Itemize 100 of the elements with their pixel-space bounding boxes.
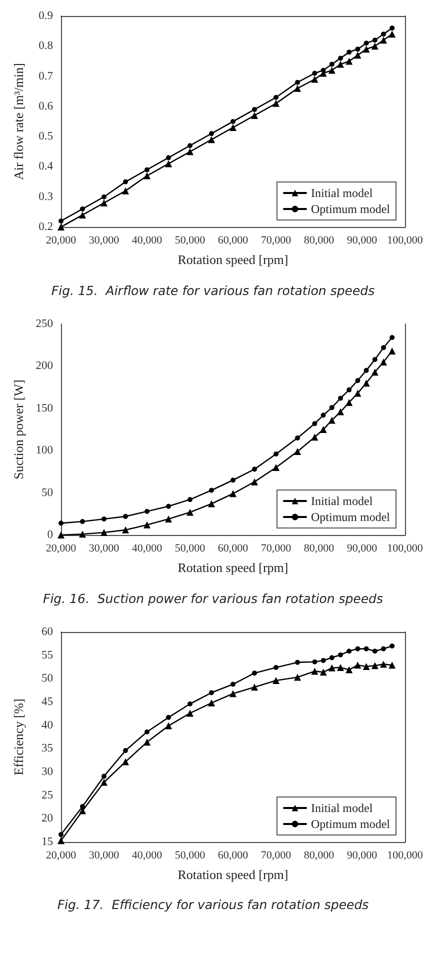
point [209,488,214,493]
point [388,30,396,38]
point [272,464,280,471]
point [380,36,387,44]
x-tick-label: 80,000 [304,850,335,862]
point [230,478,236,483]
y-tick-label: 0.7 [38,70,54,82]
point [186,148,194,156]
point [380,358,387,366]
point [337,408,344,416]
x-tick-label: 50,000 [174,850,206,862]
legend-label: Optimum model [311,202,391,216]
y-tick-label: 0.8 [38,40,54,52]
x-tick-label: 20,000 [46,234,77,246]
point [364,646,369,652]
x-tick-label: 20,000 [46,542,77,554]
point [362,663,370,670]
point [252,106,257,112]
point [123,179,128,184]
point [328,66,336,74]
point [272,100,280,107]
point [58,837,64,844]
y-tick-label: 150 [36,402,54,414]
point [100,778,108,786]
point [372,356,378,362]
y-tick-label: 200 [36,360,54,372]
point [80,206,85,212]
point [230,490,236,498]
point [100,199,108,206]
x-tick-label: 70,000 [260,542,292,554]
y-tick-label: 100 [36,444,54,457]
x-tick-label: 30,000 [88,234,120,246]
point [354,52,362,59]
legend-label: Optimum model [311,510,391,524]
point [320,68,326,73]
point [371,368,378,376]
x-tick-label: 60,000 [218,542,249,554]
x-tick-label: 20,000 [46,850,77,862]
point [328,416,336,424]
point [80,518,85,524]
x-tick-label: 90,000 [346,850,378,862]
point [362,380,370,387]
y-tick-label: 30 [42,766,54,778]
legend-label: Initial model [311,801,374,815]
x-tick-label: 40,000 [132,234,163,246]
x-tick-label: 80,000 [304,234,335,246]
x-tick-label: 80,000 [304,542,335,554]
point [338,396,343,401]
point [230,119,236,124]
point [208,500,215,508]
point [165,722,172,730]
point [186,508,194,516]
point [381,345,386,350]
point [329,655,334,660]
point [328,664,336,672]
point [80,804,85,810]
point [166,155,171,160]
y-tick-label: 35 [42,742,54,755]
point [144,521,150,528]
point [122,526,129,534]
x-axis-title: Rotation speed [rpm] [178,560,288,575]
point [354,662,362,669]
y-tick-label: 250 [36,318,54,330]
point [320,668,327,676]
point [355,646,360,652]
point [338,652,343,658]
point [381,32,386,37]
point [230,682,236,687]
x-axis-title: Rotation speed [rpm] [178,252,288,267]
point [102,194,106,200]
point [355,378,360,384]
point [295,80,300,85]
point [371,662,378,670]
point [388,348,396,355]
point [364,40,369,46]
x-tick-label: 40,000 [132,850,163,862]
point [208,136,215,144]
point [252,466,257,472]
y-tick-label: 0.2 [38,221,54,233]
point [144,729,150,734]
point [312,70,318,76]
y-tick-label: 40 [42,719,54,732]
point [58,218,64,224]
x-tick-label: 90,000 [346,234,378,246]
point [188,701,192,706]
point [311,76,318,83]
point [102,774,106,779]
point [346,387,352,392]
point [165,515,172,522]
point [58,832,64,838]
point [58,532,64,538]
point [252,670,257,676]
point [354,390,362,397]
text: Fig. 17. Efficiency for various fan rotation speeds [57,897,370,912]
point [294,674,301,681]
point [362,46,370,53]
point [381,646,386,652]
point [312,421,318,426]
x-tick-label: 100,000 [387,542,424,554]
point [390,644,395,648]
